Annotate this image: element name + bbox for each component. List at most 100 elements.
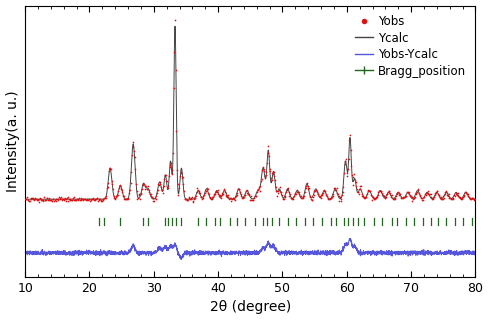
Point (392, 192, 400, 197)
Point (381, 196, 388, 201)
Point (317, 192, 325, 197)
Point (98, 198, 106, 203)
Point (153, 190, 161, 195)
Point (258, 168, 265, 173)
Point (370, 197, 378, 202)
Point (284, 189, 292, 194)
Point (276, 190, 284, 195)
Point (63, 195, 71, 200)
Point (351, 183, 359, 188)
Point (81, 197, 88, 202)
Point (89, 196, 97, 202)
Point (254, 184, 262, 189)
Point (43, 196, 51, 201)
Point (379, 194, 387, 199)
Point (149, 198, 157, 203)
Point (56, 195, 63, 200)
Point (316, 194, 324, 199)
Point (170, 49, 178, 54)
Point (318, 192, 325, 197)
Point (245, 193, 253, 198)
Point (466, 196, 473, 202)
Point (461, 189, 468, 194)
Point (447, 196, 455, 201)
Point (266, 175, 274, 180)
Point (273, 190, 281, 195)
Point (434, 192, 442, 197)
Point (271, 178, 279, 183)
Point (188, 198, 196, 204)
Point (129, 140, 137, 145)
Point (441, 189, 449, 194)
Point (443, 193, 451, 198)
Point (365, 188, 373, 193)
Point (454, 195, 462, 200)
Point (224, 193, 231, 198)
Point (406, 193, 414, 198)
Point (291, 190, 299, 196)
Point (219, 191, 226, 196)
Point (70, 197, 78, 202)
Point (314, 193, 322, 198)
Point (252, 194, 260, 199)
Point (217, 196, 224, 201)
Point (122, 196, 129, 201)
Point (133, 196, 141, 201)
Point (24, 197, 32, 203)
Point (192, 190, 200, 195)
Point (109, 195, 117, 200)
Point (337, 199, 345, 204)
Point (388, 196, 396, 201)
Point (203, 186, 210, 191)
Point (243, 190, 251, 196)
Point (206, 196, 214, 202)
Point (58, 198, 65, 203)
Point (179, 181, 187, 187)
Point (427, 194, 434, 199)
Point (469, 196, 477, 202)
Point (218, 191, 226, 196)
Point (439, 194, 447, 199)
Point (121, 196, 129, 201)
Point (278, 195, 286, 200)
Point (365, 189, 372, 194)
Point (470, 196, 478, 202)
Point (44, 198, 52, 203)
Point (460, 190, 468, 195)
Point (202, 188, 210, 193)
Point (160, 183, 167, 188)
Point (297, 194, 305, 199)
Point (27, 195, 35, 200)
Point (36, 195, 44, 200)
Point (151, 196, 159, 202)
Point (83, 197, 91, 203)
Point (402, 193, 409, 198)
Point (287, 196, 295, 201)
Point (243, 187, 250, 192)
Point (400, 194, 407, 199)
Point (308, 195, 316, 200)
X-axis label: 2θ (degree): 2θ (degree) (209, 300, 290, 315)
Point (423, 188, 431, 194)
Point (45, 195, 53, 200)
Point (183, 198, 191, 203)
Point (234, 186, 242, 191)
Point (154, 182, 162, 187)
Point (222, 193, 230, 198)
Point (319, 190, 326, 195)
Point (22, 196, 30, 202)
Point (156, 181, 164, 186)
Point (400, 195, 408, 200)
Point (354, 189, 362, 194)
Point (189, 199, 197, 204)
Point (82, 198, 90, 203)
Point (374, 189, 382, 194)
Point (284, 186, 291, 191)
Point (33, 197, 41, 202)
Point (163, 179, 171, 184)
Point (348, 182, 356, 187)
Point (432, 189, 440, 194)
Point (312, 189, 320, 194)
Point (48, 198, 56, 203)
Point (445, 196, 453, 201)
